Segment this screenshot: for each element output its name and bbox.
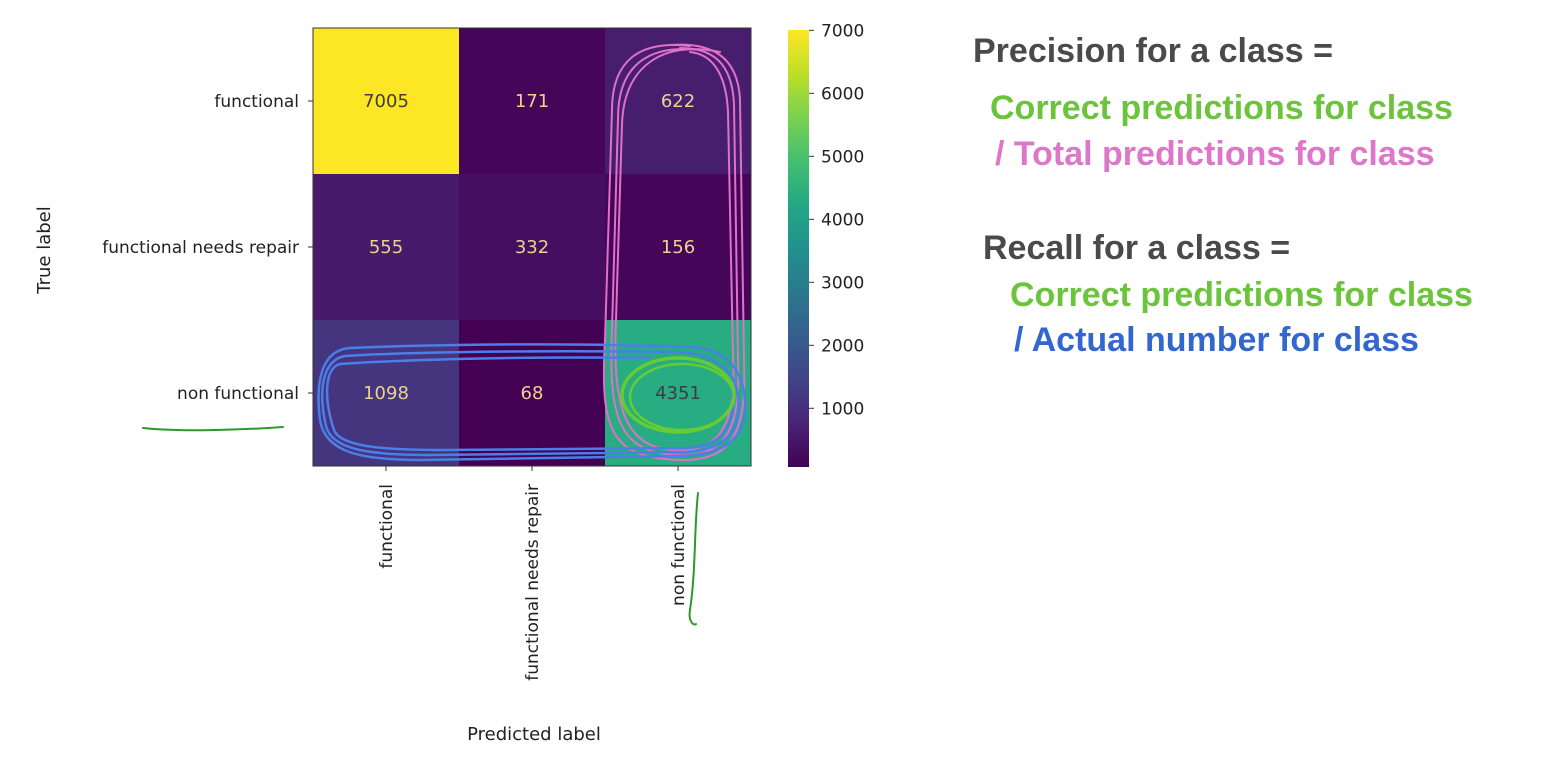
precision-denominator: / Total predictions for class [995, 135, 1435, 173]
recall-row-loop-0 [317, 343, 747, 462]
colorbar [788, 30, 809, 467]
recall-numerator: Correct predictions for class [1010, 276, 1473, 314]
heatmap-cell-r0-c0 [313, 28, 459, 174]
precision-column-loop-0 [602, 43, 746, 462]
colorbar-ticks: 1000 2000 3000 4000 5000 6000 7000 [809, 21, 864, 419]
cell-value-r2-c1: 68 [521, 383, 544, 404]
col-label-underline [688, 492, 699, 626]
cell-value-r1-c1: 332 [515, 237, 549, 258]
true-positive-circle-inner [628, 362, 736, 432]
recall-heading: Recall for a class = [983, 229, 1291, 267]
heatmap-cell-r1-c1 [459, 174, 605, 320]
precision-column-loop-1 [610, 47, 740, 457]
colorbar-tick-label-2000: 2000 [821, 336, 864, 356]
y-tick-label-functional: functional [214, 92, 299, 112]
heatmap-cell-r0-c1 [459, 28, 605, 174]
axis-tick-labels: functional functional needs repair non fun… [102, 92, 689, 681]
x-axis-label: Predicted label [467, 724, 601, 745]
heatmap-cell-r1-c2 [605, 174, 751, 320]
row-label-underline [142, 426, 284, 432]
cell-value-r0-c2: 622 [661, 91, 695, 112]
recall-row-loop-2 [325, 356, 735, 452]
colorbar-tick-label-4000: 4000 [821, 210, 864, 230]
heatmap-cell-r1-c0 [313, 174, 459, 320]
cell-value-r2-c0: 1098 [363, 383, 409, 404]
y-tick-label-non-functional: non functional [177, 384, 299, 404]
colorbar-tick-label-6000: 6000 [821, 84, 864, 104]
x-tick-label-non-functional: non functional [669, 484, 689, 606]
colorbar-tick-label-7000: 7000 [821, 21, 864, 41]
colorbar-tick-label-1000: 1000 [821, 399, 864, 419]
precision-numerator: Correct predictions for class [990, 89, 1453, 127]
x-tick-label-functional-needs-repair: functional needs repair [523, 484, 543, 681]
hand-drawn-annotations [142, 43, 747, 626]
colorbar-tick-label-3000: 3000 [821, 273, 864, 293]
y-tick-label-functional-needs-repair: functional needs repair [102, 238, 299, 258]
recall-row-loop-1 [320, 349, 740, 457]
recall-denominator: / Actual number for class [1014, 321, 1419, 359]
cell-value-r2-c2: 4351 [655, 383, 701, 404]
precision-heading: Precision for a class = [973, 32, 1334, 70]
colorbar-tick-label-5000: 5000 [821, 147, 864, 167]
y-axis-label: True label [34, 206, 55, 295]
cell-value-r1-c0: 555 [369, 237, 403, 258]
confusion-matrix-chart: 7005 171 622 555 332 156 1098 68 4351 functional… [34, 21, 864, 745]
heatmap-cells: 7005 171 622 555 332 156 1098 68 4351 [312, 27, 752, 467]
cell-value-r0-c1: 171 [515, 91, 549, 112]
x-tick-label-functional: functional [377, 484, 397, 569]
cell-value-r1-c2: 156 [661, 237, 695, 258]
cell-value-r0-c0: 7005 [363, 91, 409, 112]
